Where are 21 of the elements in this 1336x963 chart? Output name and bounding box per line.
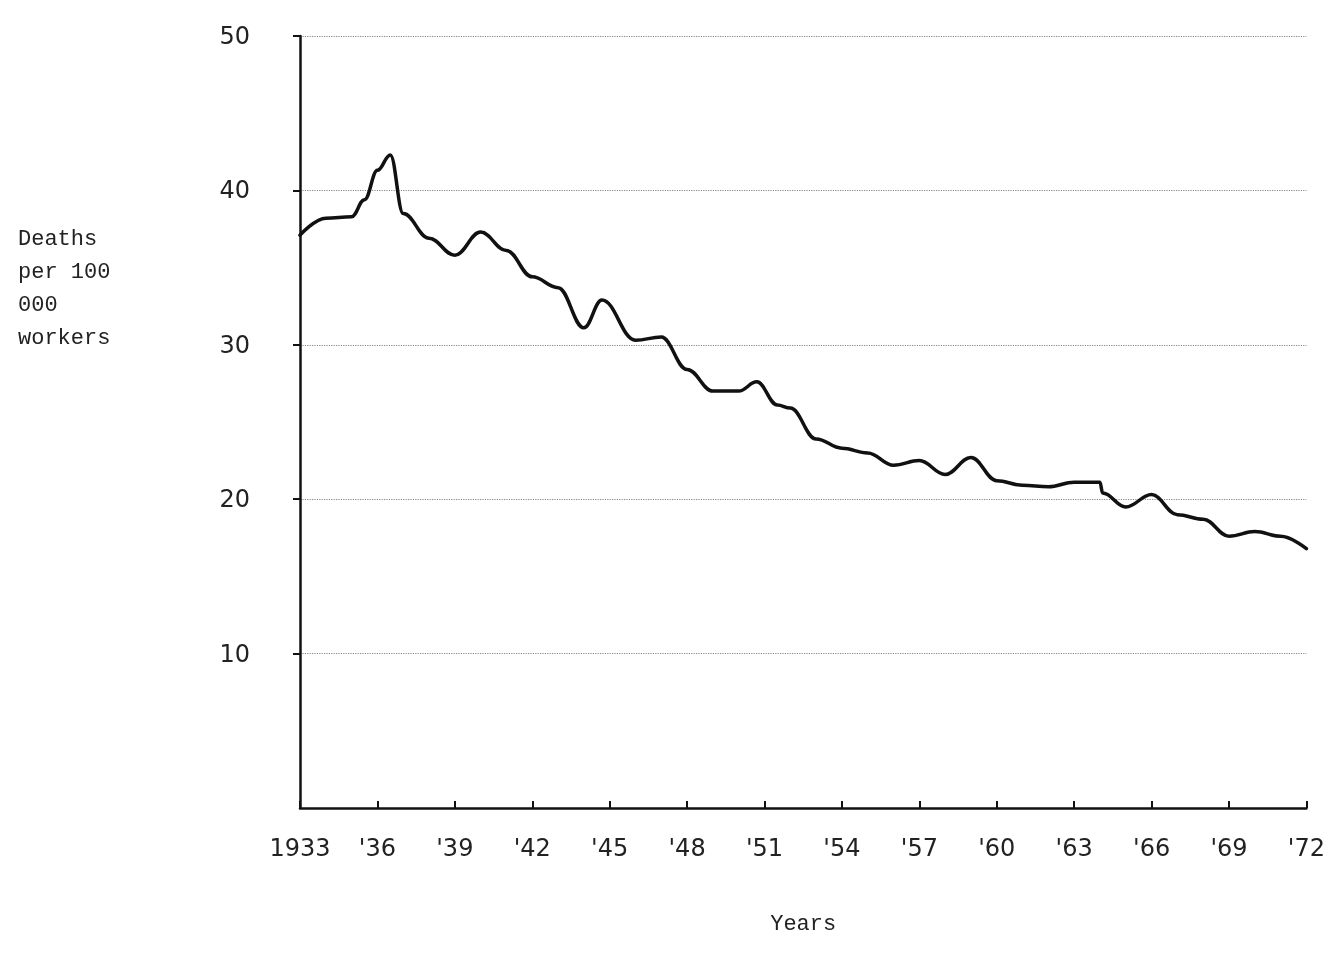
x-tick-label: '57	[900, 834, 938, 862]
y-tick-label: 40	[219, 176, 250, 205]
x-tick-label: '45	[591, 834, 629, 862]
y-tick-label: 30	[219, 330, 250, 359]
x-tick-label: '66	[1133, 834, 1171, 862]
x-tick-label: '48	[668, 834, 706, 862]
x-axis-title: Years	[770, 911, 837, 937]
x-tick-label: '63	[1055, 834, 1093, 862]
x-tick-label: '60	[978, 834, 1016, 862]
x-tick-label: '54	[823, 834, 861, 862]
x-tick-label: '51	[745, 834, 784, 862]
x-tick-label: '69	[1210, 834, 1248, 862]
y-axis-title: Deaths per 100 000 workers	[18, 227, 124, 351]
x-tick-label: '42	[513, 834, 551, 862]
x-tick-label: 1933	[269, 834, 331, 862]
y-tick-label: 20	[219, 485, 250, 514]
y-tick-label: 10	[219, 639, 250, 668]
x-tick-label: '36	[358, 834, 396, 862]
x-tick-label: '72	[1287, 834, 1325, 862]
y-tick-label: 50	[219, 22, 250, 50]
x-tick-label: '39	[436, 834, 474, 862]
